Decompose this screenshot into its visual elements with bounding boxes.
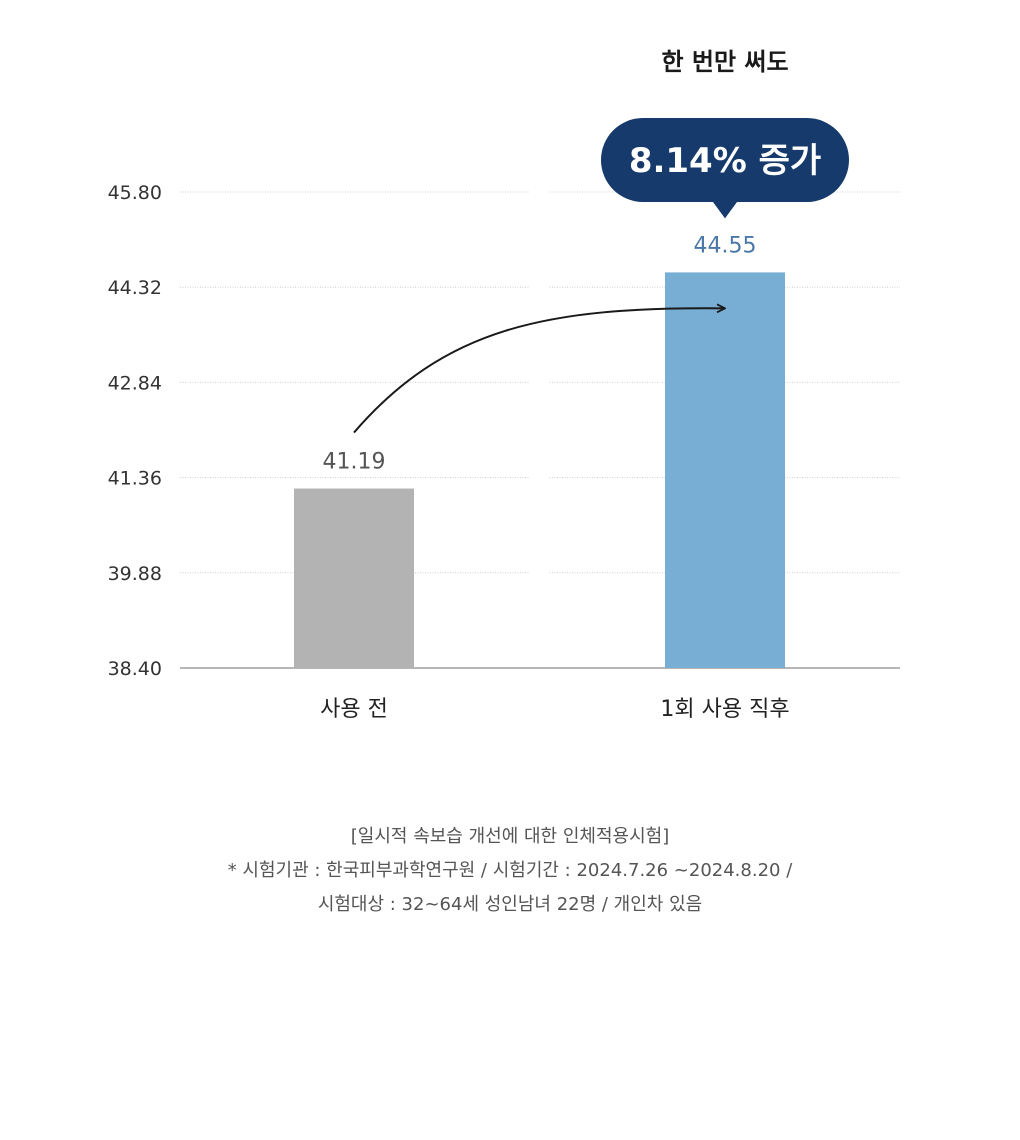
y-tick-label: 39.88 [108, 563, 162, 585]
y-axis: 38.40 39.88 41.36 42.84 44.32 45.80 [108, 182, 162, 680]
y-tick-label: 42.84 [108, 372, 162, 394]
gridlines [180, 191, 900, 669]
footnote-title: [일시적 속보습 개선에 대한 인체적용시험] [350, 826, 670, 847]
y-tick-label: 38.40 [108, 658, 162, 680]
bar-value-label: 44.55 [694, 233, 757, 258]
category-label: 사용 전 [320, 697, 388, 722]
data-labels: 41.19 44.55 [323, 233, 757, 474]
bar-chart: 38.40 39.88 41.36 42.84 44.32 45.80 41.19 44.5… [108, 48, 900, 722]
bar [665, 272, 785, 668]
increase-arrow [353, 308, 725, 434]
x-axis: 사용 전 1회 사용 직후 [320, 697, 789, 722]
y-tick-label: 44.32 [108, 277, 162, 299]
increase-badge: 8.14% 증가 [601, 118, 849, 219]
footnote-subjects: 시험대상 : 32~64세 성인남녀 22명 / 개인차 있음 [317, 894, 703, 915]
category-label: 1회 사용 직후 [660, 697, 789, 722]
badge-bubble [601, 118, 849, 219]
y-tick-label: 41.36 [108, 468, 162, 490]
footnote-institution: * 시험기관 : 한국피부과학연구원 / 시험기간 : 2024.7.26 ~2… [227, 860, 793, 881]
y-tick-label: 45.80 [108, 182, 162, 204]
bars [294, 272, 785, 668]
badge-text: 8.14% 증가 [629, 141, 821, 181]
bar-value-label: 41.19 [323, 450, 386, 475]
bar [294, 488, 414, 668]
footnote: [일시적 속보습 개선에 대한 인체적용시험] * 시험기관 : 한국피부과학연… [0, 820, 1020, 922]
chart-headline: 한 번만 써도 [661, 48, 788, 76]
